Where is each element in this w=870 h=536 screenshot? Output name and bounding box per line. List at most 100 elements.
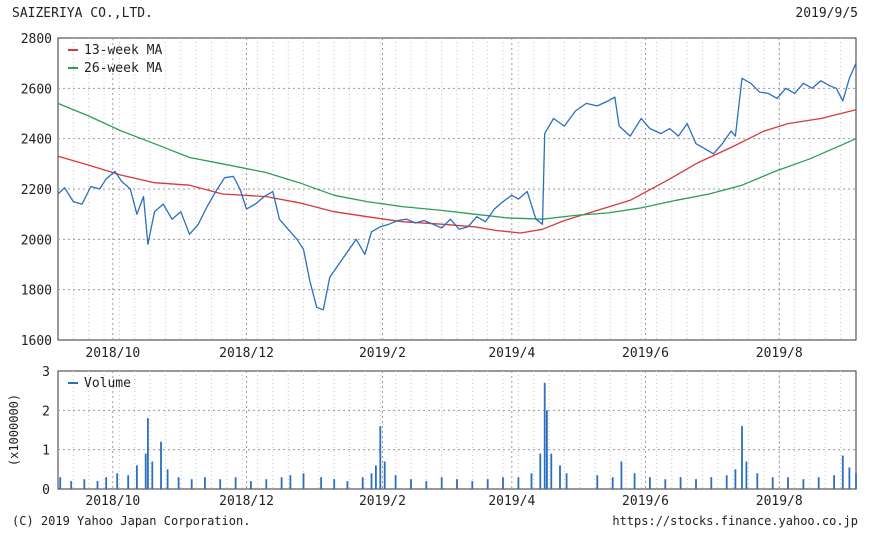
volume-bar <box>96 481 99 489</box>
volume-bar <box>346 481 349 489</box>
legend-label-volume: Volume <box>84 376 131 391</box>
price-x-tick-label: 2019/6 <box>622 346 669 361</box>
volume-bar <box>144 453 147 489</box>
price-panel: 1600 1800 2000 2200 2400 2600 2800 2018/10 2018/… <box>21 32 857 361</box>
volume-bar <box>550 453 553 489</box>
volume-bar <box>105 477 108 489</box>
volume-bar <box>370 473 373 489</box>
volume-bar <box>70 481 73 489</box>
volume-bar <box>375 465 377 489</box>
volume-bar <box>280 477 283 489</box>
volume-bar <box>530 473 533 489</box>
volume-bar <box>265 479 268 489</box>
volume-bar <box>710 477 713 489</box>
volume-bar <box>741 426 743 489</box>
volume-bar <box>302 473 305 489</box>
volume-bar <box>802 479 805 489</box>
volume-bar <box>833 475 835 489</box>
volume-bar <box>546 410 548 489</box>
volume-bar <box>817 477 820 489</box>
volume-bar <box>289 475 292 489</box>
volume-x-tick-label: 2019/8 <box>756 494 803 509</box>
price-y-tick-label: 2000 <box>21 233 52 248</box>
volume-bar <box>59 477 62 489</box>
volume-bar <box>320 477 322 489</box>
volume-bar <box>559 465 561 489</box>
volume-y-tick-label: 3 <box>42 365 50 380</box>
price-x-tick-label: 2019/2 <box>359 346 406 361</box>
volume-bar <box>679 477 682 489</box>
price-x-tick-label: 2018/12 <box>219 346 274 361</box>
volume-bar <box>410 479 412 489</box>
volume-bar <box>517 477 520 489</box>
volume-bar <box>250 481 252 489</box>
price-x-tick-label: 2018/10 <box>85 346 140 361</box>
copyright-text: (C) 2019 Yahoo Japan Corporation. <box>12 514 251 528</box>
volume-bar <box>756 473 759 489</box>
volume-bar <box>745 461 748 489</box>
volume-bar <box>379 426 382 489</box>
volume-bar <box>116 473 119 489</box>
volume-bar <box>456 479 458 489</box>
volume-bar <box>136 465 138 489</box>
volume-x-tick-label: 2019/2 <box>359 494 406 509</box>
volume-bar <box>127 475 130 489</box>
price-y-tick-label: 2200 <box>21 183 52 198</box>
series-line-ma13 <box>57 109 857 234</box>
volume-y-tick-label: 2 <box>42 404 50 419</box>
volume-bar <box>734 469 737 489</box>
volume-bar <box>725 475 728 489</box>
volume-bar <box>383 461 386 489</box>
volume-bar <box>841 455 844 489</box>
volume-bar <box>695 479 697 489</box>
volume-bar <box>565 473 568 489</box>
volume-bar <box>502 477 504 489</box>
volume-bar <box>219 479 222 489</box>
volume-x-tick-label: 2019/4 <box>488 494 535 509</box>
series-line-ma26 <box>57 102 857 220</box>
volume-bar <box>855 473 857 489</box>
volume-bar <box>664 479 667 489</box>
legend-label-ma26: 26-week MA <box>84 61 162 76</box>
volume-bar <box>611 477 614 489</box>
volume-x-tick-label: 2018/10 <box>85 494 140 509</box>
volume-bar <box>234 477 237 489</box>
volume-x-tick-label: 2019/6 <box>622 494 669 509</box>
volume-x-tick-label: 2018/12 <box>219 494 274 509</box>
volume-bar <box>394 475 397 489</box>
chart-date: 2019/9/5 <box>795 6 858 21</box>
volume-bar <box>425 481 428 489</box>
volume-bar <box>160 441 162 489</box>
volume-bar <box>543 382 546 489</box>
volume-bar <box>166 469 169 489</box>
volume-bar <box>649 477 651 489</box>
volume-bar <box>539 453 542 489</box>
volume-panel: 0 1 2 3 2018/10 2018/12 2019/2 2019/4 2019/6 2019… <box>7 365 857 509</box>
volume-bar <box>333 479 336 489</box>
volume-bar <box>361 477 364 489</box>
volume-bar <box>471 481 474 489</box>
volume-bar <box>848 467 851 489</box>
price-y-tick-label: 2600 <box>21 82 52 97</box>
volume-bar <box>177 477 180 489</box>
price-y-tick-label: 2400 <box>21 133 52 148</box>
company-name: SAIZERIYA CO.,LTD. <box>12 6 153 21</box>
volume-bar <box>151 461 154 489</box>
series-line-price <box>57 62 857 311</box>
volume-bar <box>147 418 149 489</box>
volume-bar <box>620 461 623 489</box>
volume-bar <box>787 477 789 489</box>
price-y-tick-label: 2800 <box>21 32 52 47</box>
source-url[interactable]: https://stocks.finance.yahoo.co.jp <box>612 514 858 528</box>
legend-label-ma13: 13-week MA <box>84 43 162 58</box>
volume-y-tick-label: 1 <box>42 444 50 459</box>
volume-bar <box>204 477 206 489</box>
price-y-tick-label: 1800 <box>21 284 52 299</box>
volume-bar <box>440 477 443 489</box>
volume-y-axis-label: (x1000000) <box>7 394 21 466</box>
volume-bar <box>190 479 193 489</box>
volume-bar <box>596 475 599 489</box>
volume-y-tick-label: 0 <box>42 483 50 498</box>
volume-bar <box>83 479 86 489</box>
